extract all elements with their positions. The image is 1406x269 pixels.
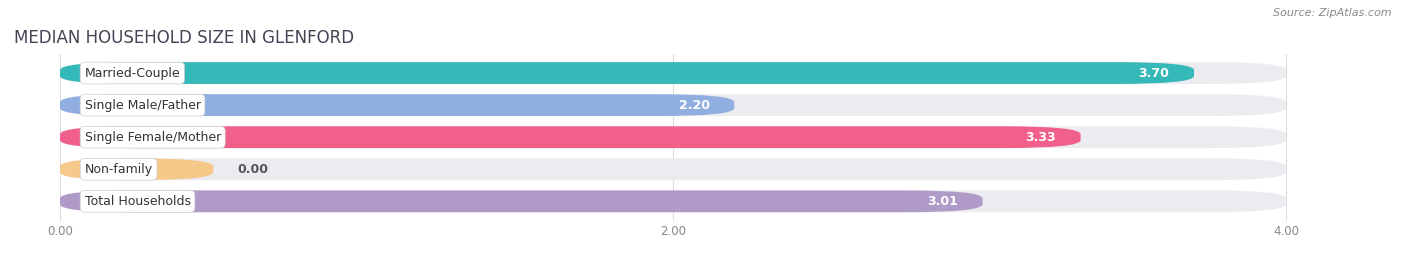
Text: Source: ZipAtlas.com: Source: ZipAtlas.com	[1274, 8, 1392, 18]
Text: Total Households: Total Households	[84, 195, 191, 208]
FancyBboxPatch shape	[60, 190, 983, 212]
FancyBboxPatch shape	[60, 94, 1286, 116]
Text: 2.20: 2.20	[679, 99, 710, 112]
Text: Non-family: Non-family	[84, 163, 153, 176]
FancyBboxPatch shape	[60, 62, 1286, 84]
Text: Single Male/Father: Single Male/Father	[84, 99, 201, 112]
Text: 0.00: 0.00	[238, 163, 269, 176]
Text: MEDIAN HOUSEHOLD SIZE IN GLENFORD: MEDIAN HOUSEHOLD SIZE IN GLENFORD	[14, 29, 354, 47]
FancyBboxPatch shape	[60, 94, 734, 116]
Text: 3.33: 3.33	[1025, 131, 1056, 144]
FancyBboxPatch shape	[60, 190, 1286, 212]
Text: 3.01: 3.01	[927, 195, 957, 208]
Text: Married-Couple: Married-Couple	[84, 66, 180, 80]
FancyBboxPatch shape	[60, 158, 214, 180]
FancyBboxPatch shape	[60, 158, 1286, 180]
FancyBboxPatch shape	[60, 62, 1194, 84]
FancyBboxPatch shape	[60, 126, 1286, 148]
Text: 3.70: 3.70	[1139, 66, 1170, 80]
Text: Single Female/Mother: Single Female/Mother	[84, 131, 221, 144]
FancyBboxPatch shape	[60, 126, 1081, 148]
